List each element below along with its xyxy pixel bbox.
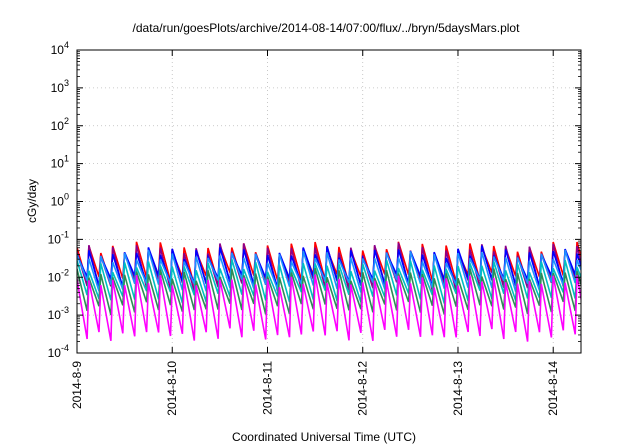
series-group (77, 241, 581, 342)
y-tick-label: 10-3 (48, 305, 69, 322)
y-tick-label: 10-1 (48, 229, 69, 246)
y-tick-label: 101 (51, 154, 69, 171)
series-line (77, 274, 581, 342)
ticks (76, 49, 581, 354)
x-axis-label: Coordinated Universal Time (UTC) (232, 430, 416, 444)
x-tick-label: 2014-8-10 (165, 361, 179, 416)
series-line (77, 249, 581, 293)
x-tick-label: 2014-8-14 (546, 361, 560, 416)
y-tick-labels: 10-4 10-3 10-2 10-1 100 101 102 103 104 (48, 40, 69, 360)
y-tick-label: 10-2 (48, 267, 69, 284)
y-axis-label: cGy/day (25, 179, 39, 223)
x-tick-label: 2014-8-11 (260, 361, 274, 415)
chart-title: /data/run/goesPlots/archive/2014-08-14/0… (133, 21, 521, 35)
y-tick-label: 10-4 (48, 343, 69, 360)
y-tick-label: 102 (51, 116, 69, 133)
x-tick-label: 2014-8-9 (70, 361, 84, 409)
x-tick-labels: 2014-8-9 2014-8-10 2014-8-11 2014-8-12 2014-… (70, 361, 560, 416)
x-tick-label: 2014-8-13 (451, 361, 465, 416)
y-tick-label: 104 (51, 40, 69, 57)
x-tick-label: 2014-8-12 (356, 361, 370, 416)
y-tick-label: 100 (51, 192, 69, 209)
y-tick-label: 103 (51, 78, 69, 95)
